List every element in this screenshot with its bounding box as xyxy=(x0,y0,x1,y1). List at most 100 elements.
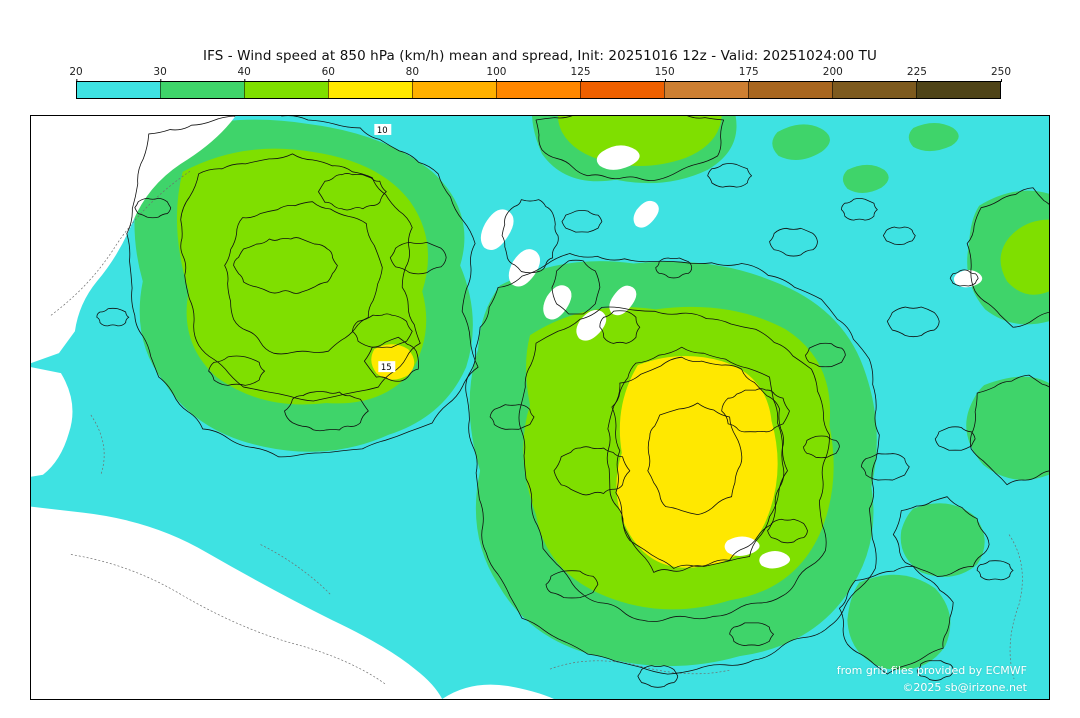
yellowgreen-region xyxy=(1000,219,1049,295)
contour-line xyxy=(721,388,790,433)
colorbar-tick-label: 150 xyxy=(654,66,675,82)
colorbar-segment xyxy=(160,82,244,98)
contour-line xyxy=(916,660,954,681)
contour-label: 15 xyxy=(381,362,392,372)
contour-label-halo xyxy=(374,123,392,135)
contour-label-halo xyxy=(378,361,396,373)
contour-labels: 10 15 xyxy=(374,123,396,373)
contour-line xyxy=(134,197,172,219)
contour-line xyxy=(637,665,679,688)
green-region xyxy=(908,122,959,152)
yellow-region xyxy=(616,356,778,568)
coastlines xyxy=(50,170,1023,685)
credits-source: from grib files provided by ECMWF xyxy=(836,663,1027,677)
contour-line xyxy=(839,565,954,675)
contour-line xyxy=(501,199,559,274)
contour-line xyxy=(535,116,725,182)
contour-line xyxy=(803,435,840,459)
contour-line xyxy=(233,237,338,294)
coastline xyxy=(1008,534,1023,680)
contour-line xyxy=(966,187,1049,328)
colorbar-tick-label: 175 xyxy=(738,66,759,82)
contour-line xyxy=(841,198,878,221)
map-frame: 10 15 from grib files provided by ECMWF … xyxy=(30,115,1050,700)
contour-line xyxy=(489,404,535,430)
contour-line xyxy=(976,560,1014,581)
colorbar-segment xyxy=(244,82,328,98)
contour-line xyxy=(729,622,774,646)
contour-line xyxy=(545,570,599,599)
yellowgreen-region xyxy=(176,148,429,405)
contour-line xyxy=(969,374,1049,486)
credits-copyright: ©2025 sb@irizone.net xyxy=(902,680,1027,694)
colorbar-tick-label: 20 xyxy=(69,66,83,82)
contour-line xyxy=(611,346,788,573)
contour-line xyxy=(767,518,808,544)
green-region xyxy=(900,503,985,577)
contour-line xyxy=(351,313,413,348)
contour-line xyxy=(949,269,979,287)
contour-line xyxy=(284,391,369,432)
colorbar-tick-label: 100 xyxy=(486,66,507,82)
colorbar-tick-label: 125 xyxy=(570,66,591,82)
colorbar-wrap: 20 30 40 60 80 100 125 150 175 200 225 250 xyxy=(69,66,1011,99)
white-region xyxy=(442,684,554,699)
contour-lines xyxy=(96,116,1049,688)
colorbar-segment xyxy=(77,82,160,98)
colorbar-tick-label: 250 xyxy=(990,66,1012,82)
white-region xyxy=(480,209,514,251)
contour-line xyxy=(599,310,641,344)
colorbar-tick-label: 40 xyxy=(237,66,251,82)
contour-line xyxy=(96,307,130,327)
green-region xyxy=(842,164,889,193)
green-region xyxy=(772,124,830,161)
colorbar-segment xyxy=(328,82,412,98)
contour-line xyxy=(647,402,743,516)
green-region xyxy=(847,574,951,670)
colorbar-segment xyxy=(916,82,1000,98)
contour-line xyxy=(126,116,479,458)
weather-map: 10 15 xyxy=(31,116,1049,699)
map-white-regions xyxy=(31,116,983,699)
white-region xyxy=(31,367,73,477)
white-region xyxy=(609,285,637,316)
page-title: IFS - Wind speed at 850 hPa (km/h) mean … xyxy=(203,48,877,64)
colorbar xyxy=(76,81,1001,99)
colorbar-segment xyxy=(412,82,496,98)
white-region xyxy=(31,116,236,364)
contour-line xyxy=(389,241,447,275)
colorbar-tick-label: 225 xyxy=(906,66,927,82)
white-region xyxy=(543,285,572,320)
colorbar-segment xyxy=(748,82,832,98)
credits: from grib files provided by ECMWF ©2025 … xyxy=(837,662,1027,696)
colorbar-segment xyxy=(496,82,580,98)
white-region xyxy=(759,551,791,569)
coastline xyxy=(549,660,730,675)
contour-line xyxy=(551,259,601,315)
contour-line xyxy=(886,306,940,338)
contour-line xyxy=(465,253,880,675)
contour-line xyxy=(934,426,976,451)
contour-line xyxy=(208,355,265,386)
white-region xyxy=(596,145,640,170)
colorbar-segment xyxy=(664,82,748,98)
colorbar-tick-label: 30 xyxy=(153,66,167,82)
contour-line xyxy=(860,453,910,481)
contour-line xyxy=(892,496,990,577)
colorbar-segment xyxy=(580,82,664,98)
contour-line xyxy=(805,342,846,368)
colorbar-segment xyxy=(832,82,916,98)
contour-line xyxy=(561,209,603,233)
contour-line xyxy=(882,226,916,245)
contour-line xyxy=(553,446,631,496)
white-region xyxy=(508,249,541,287)
white-region xyxy=(576,310,607,341)
white-region xyxy=(31,506,443,699)
contour-line xyxy=(606,356,785,569)
coastline xyxy=(50,170,191,316)
white-region xyxy=(633,200,659,228)
contour-line xyxy=(769,227,818,257)
colorbar-tick-label: 200 xyxy=(822,66,843,82)
contour-line xyxy=(363,336,419,382)
